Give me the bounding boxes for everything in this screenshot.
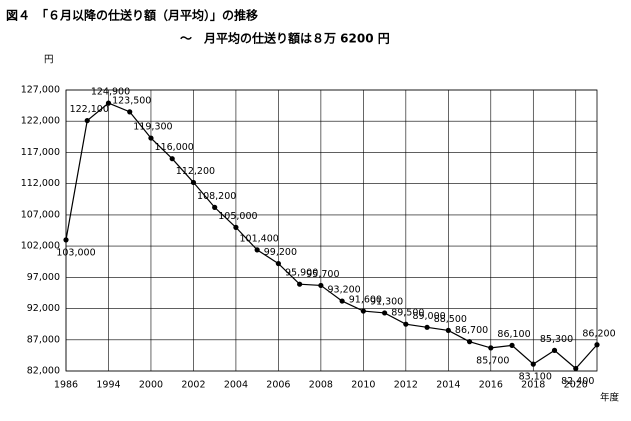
- data-point: [339, 298, 345, 304]
- data-point: [254, 247, 260, 253]
- data-point: [275, 260, 281, 267]
- data-label: 86,200: [582, 328, 615, 339]
- data-label: 83,100: [519, 372, 552, 383]
- x-tick-label: 2012: [394, 380, 418, 391]
- x-tick-label: 2020: [564, 380, 588, 391]
- data-point: [573, 365, 579, 372]
- y-tick-label: 92,000: [27, 303, 60, 314]
- data-label: 95,700: [306, 269, 339, 280]
- data-point: [594, 342, 600, 348]
- data-label: 86,700: [455, 325, 488, 336]
- data-point: [382, 310, 388, 316]
- data-label: 123,500: [112, 95, 151, 106]
- data-point: [551, 347, 558, 353]
- data-point: [466, 339, 473, 345]
- data-point: [488, 345, 494, 351]
- data-point: [530, 361, 536, 367]
- data-point: [84, 117, 90, 124]
- data-label: 86,100: [497, 329, 530, 340]
- data-label: 82,400: [561, 376, 594, 387]
- data-point: [360, 308, 366, 314]
- x-tick-label: 2004: [224, 380, 248, 391]
- x-tick-label: 2014: [436, 380, 460, 391]
- y-tick-label: 107,000: [21, 209, 60, 220]
- data-point: [212, 204, 218, 210]
- data-label: 89,500: [391, 308, 424, 319]
- y-tick-label: 127,000: [21, 85, 60, 96]
- y-tick-label: 117,000: [21, 147, 60, 158]
- data-point: [127, 109, 133, 115]
- y-unit: 円: [44, 55, 54, 66]
- x-tick-label: 2008: [309, 380, 333, 391]
- chart-subtitle: ～ 月平均の仕送り額は８万 6200 円: [180, 31, 390, 46]
- data-point: [403, 321, 409, 327]
- y-tick-label: 87,000: [27, 334, 60, 345]
- data-label: 89,000: [412, 311, 445, 322]
- data-point: [105, 100, 112, 106]
- chart-title: 図４ 「６月以降の仕送り額（月平均）」の推移: [6, 8, 258, 23]
- data-label: 112,200: [176, 166, 215, 177]
- data-label: 103,000: [56, 247, 95, 258]
- data-point: [509, 342, 515, 348]
- data-label: 85,300: [540, 334, 573, 345]
- data-label: 91,300: [370, 296, 403, 307]
- data-label: 124,900: [91, 87, 130, 98]
- data-point: [169, 156, 175, 162]
- data-point: [148, 135, 154, 141]
- x-tick-label: 1986: [54, 380, 78, 391]
- data-label: 99,200: [264, 247, 297, 258]
- y-tick-label: 112,000: [21, 178, 60, 189]
- x-tick-label: 2010: [351, 380, 375, 391]
- data-point: [233, 224, 239, 230]
- x-tick-label: 2006: [266, 380, 290, 391]
- data-label: 105,000: [218, 211, 257, 222]
- data-point: [424, 324, 430, 330]
- data-point: [318, 282, 324, 289]
- x-tick-label: 2018: [521, 380, 545, 391]
- x-tick-label: 2016: [479, 380, 503, 391]
- x-tick-label: 1994: [96, 380, 120, 391]
- x-tick-label: 2000: [139, 380, 163, 391]
- data-label: 116,000: [155, 142, 194, 153]
- data-label: 93,200: [327, 285, 360, 296]
- data-label: 119,300: [133, 122, 172, 133]
- data-label: 91,600: [349, 295, 382, 306]
- data-point: [190, 179, 197, 186]
- x-tick-label: 2002: [181, 380, 205, 391]
- x-unit: 年度: [600, 392, 620, 404]
- data-label: 108,200: [197, 191, 236, 202]
- data-point: [297, 281, 303, 287]
- y-tick-label: 97,000: [27, 272, 60, 283]
- data-line: [65, 102, 598, 370]
- data-label: 122,100: [70, 104, 109, 115]
- data-label: 88,500: [434, 314, 467, 325]
- data-point: [63, 237, 69, 243]
- y-tick-label: 122,000: [21, 116, 60, 127]
- data-label: 85,700: [476, 355, 509, 366]
- data-label: 95,900: [285, 268, 318, 279]
- y-tick-label: 102,000: [21, 241, 60, 252]
- y-tick-label: 82,000: [27, 366, 60, 377]
- data-label: 101,400: [240, 233, 279, 244]
- data-point: [445, 327, 451, 334]
